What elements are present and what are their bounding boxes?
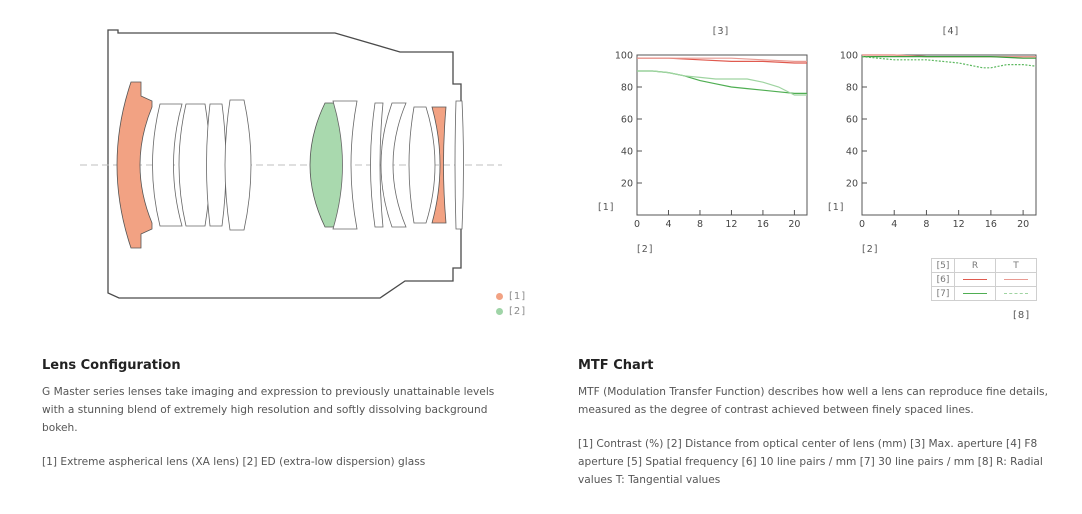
x-tick-label: 8: [923, 219, 929, 230]
x-tick-label: 20: [788, 219, 800, 230]
series-line: [862, 55, 1036, 59]
y-tick-label: 100: [615, 51, 633, 62]
lens-element-5: [224, 99, 252, 231]
lens-element-9: [380, 102, 407, 228]
x-tick-label: 16: [985, 219, 997, 230]
legend-item-ed: [2]: [496, 306, 526, 317]
series-line: [861, 56, 1037, 69]
legend-row-10lp: [6]: [931, 272, 955, 287]
xa-lens-element-rear: [431, 106, 447, 224]
ed-color-dot: [496, 308, 503, 315]
legend-swatch-30lp-t: [995, 286, 1037, 301]
legend-swatch-30lp-r: [954, 286, 996, 301]
lens-configuration-title: Lens Configuration: [42, 358, 181, 373]
legend-corner-cell: [5]: [931, 258, 955, 273]
x-tick-label: 16: [757, 219, 769, 230]
chart-right-ylabel: [1]: [828, 202, 844, 213]
xa-lens-element-front: [116, 81, 153, 249]
chart-right-xlabel: [2]: [862, 244, 878, 255]
lens-element-12: [454, 100, 464, 230]
x-tick-label: 20: [1017, 219, 1029, 230]
mtf-legend-table: [5] R T [6] [7]: [931, 258, 1037, 301]
x-tick-label: 12: [953, 219, 965, 230]
chart-frame: [861, 54, 1037, 216]
y-tick-label: 100: [840, 51, 858, 62]
chart-right-title: [4]: [943, 26, 959, 37]
legend-footer-tag: [8]: [1013, 310, 1031, 321]
mtf-chart-title: MTF Chart: [578, 358, 654, 373]
chart-left-ylabel: [1]: [598, 202, 614, 213]
lens-element-3: [178, 103, 211, 227]
y-tick-label: 20: [846, 179, 858, 190]
lens-configuration-legend: [1] Extreme aspherical lens (XA lens) [2…: [42, 456, 426, 468]
legend-item-xa: [1]: [496, 291, 526, 302]
series-line: [637, 70, 807, 95]
lens-element-8: [370, 102, 384, 228]
series-line: [637, 57, 807, 63]
x-tick-label: 4: [891, 219, 897, 230]
legend-header-r: R: [954, 258, 996, 273]
x-tick-label: 12: [725, 219, 737, 230]
legend-label-xa: [1]: [509, 291, 527, 302]
x-tick-label: 8: [697, 219, 703, 230]
xa-color-dot: [496, 293, 503, 300]
y-tick-label: 80: [621, 83, 633, 94]
chart-frame: [636, 54, 808, 216]
mtf-chart-section: MTF Chart MTF (Modulation Transfer Funct…: [578, 358, 1048, 489]
legend-row-30lp: [7]: [931, 286, 955, 301]
mtf-chart-legend: [1] Contrast (%) [2] Distance from optic…: [578, 438, 1043, 486]
x-tick-label: 0: [859, 219, 865, 230]
y-tick-label: 20: [621, 179, 633, 190]
legend-label-ed: [2]: [509, 306, 527, 317]
lens-element-4: [206, 103, 227, 227]
series-line: [637, 70, 807, 96]
lens-element-7: [332, 100, 358, 230]
mtf-chart-description: MTF (Modulation Transfer Function) descr…: [578, 386, 1048, 416]
chart-left-xlabel: [2]: [637, 244, 653, 255]
y-tick-label: 40: [621, 147, 633, 158]
y-tick-label: 40: [846, 147, 858, 158]
x-tick-label: 4: [665, 219, 671, 230]
lens-configuration-description: G Master series lenses take imaging and …: [42, 386, 495, 434]
legend-swatch-10lp-t: [995, 272, 1037, 287]
lens-barrel-outline: [107, 29, 462, 299]
y-tick-label: 60: [621, 115, 633, 126]
chart-left-title: [3]: [713, 26, 729, 37]
y-tick-label: 60: [846, 115, 858, 126]
lens-element-10: [408, 106, 436, 224]
lens-element-2: [152, 103, 183, 227]
lens-legend: [1] [2]: [496, 291, 526, 317]
lens-diagram: [80, 29, 502, 299]
y-tick-label: 80: [846, 83, 858, 94]
x-tick-label: 0: [634, 219, 640, 230]
lens-configuration-section: Lens Configuration G Master series lense…: [42, 358, 502, 471]
legend-swatch-10lp-r: [954, 272, 996, 287]
legend-header-t: T: [995, 258, 1037, 273]
